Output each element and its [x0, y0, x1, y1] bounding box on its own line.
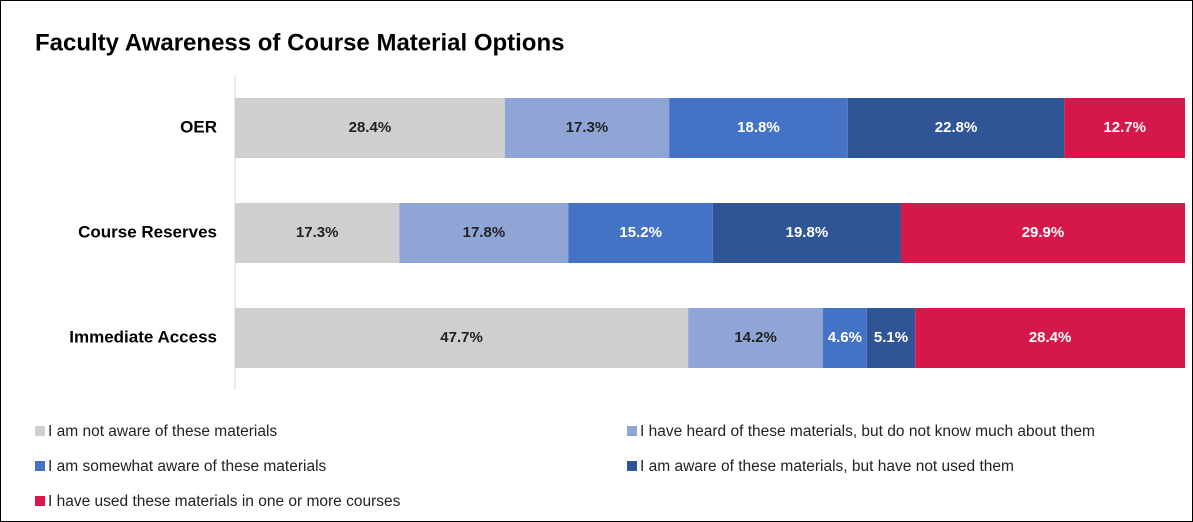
- bar-segment: [688, 308, 824, 368]
- data-label: 12.7%: [1103, 119, 1146, 136]
- bar-segment: [568, 203, 713, 263]
- legend-label: I am aware of these materials, but have …: [640, 458, 1014, 475]
- bar-segment: [235, 203, 400, 263]
- bar-segment: [399, 203, 569, 263]
- data-label: 14.2%: [734, 329, 777, 346]
- bar-segment: [669, 98, 848, 158]
- category-label: Immediate Access: [69, 327, 217, 346]
- bar-segment: [504, 98, 670, 158]
- legend-label: I am not aware of these materials: [48, 423, 277, 440]
- data-label: 4.6%: [828, 329, 862, 346]
- data-label: 47.7%: [440, 329, 483, 346]
- data-label: 28.4%: [349, 119, 392, 136]
- legend-swatch: [35, 461, 45, 471]
- bar-segment: [915, 308, 1185, 368]
- bar-segment: [235, 308, 689, 368]
- legend-label: I have heard of these materials, but do …: [640, 423, 1095, 440]
- legend-label: I am somewhat aware of these materials: [48, 458, 327, 475]
- legend-swatch: [627, 461, 637, 471]
- chart-title: Faculty Awareness of Course Material Opt…: [35, 29, 564, 56]
- category-label: OER: [180, 117, 217, 136]
- legend-swatch: [627, 426, 637, 436]
- legend-swatch: [35, 496, 45, 506]
- data-label: 18.8%: [737, 119, 780, 136]
- legend-swatch: [35, 426, 45, 436]
- bar-segment: [712, 203, 901, 263]
- bar-segment: [847, 98, 1065, 158]
- data-label: 28.4%: [1029, 329, 1072, 346]
- bar-segment: [900, 203, 1185, 263]
- data-label: 15.2%: [619, 224, 662, 241]
- data-label: 17.3%: [566, 119, 609, 136]
- data-label: 5.1%: [874, 329, 908, 346]
- data-label: 17.8%: [463, 224, 506, 241]
- legend-label: I have used these materials in one or mo…: [48, 493, 401, 510]
- bar-segment: [1064, 98, 1185, 158]
- bar-segment: [823, 308, 867, 368]
- data-label: 17.3%: [296, 224, 339, 241]
- bar-segment: [866, 308, 916, 368]
- data-label: 29.9%: [1022, 224, 1065, 241]
- data-label: 19.8%: [786, 224, 829, 241]
- data-label: 22.8%: [935, 119, 978, 136]
- category-label: Course Reserves: [78, 222, 217, 241]
- bar-segment: [235, 98, 505, 158]
